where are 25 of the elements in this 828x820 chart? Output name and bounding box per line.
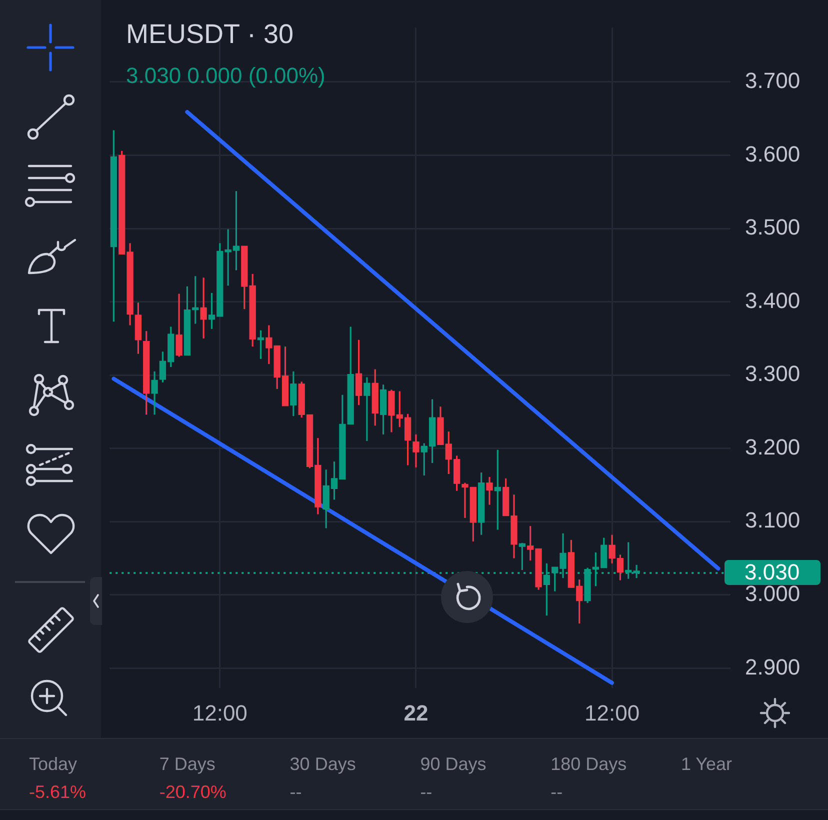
y-tick-label: 3.600	[745, 141, 800, 166]
text: 3.030 0.000 (0.00%)	[126, 63, 326, 89]
y-tick-label: 3.100	[745, 508, 800, 533]
text: 30 Days	[290, 753, 356, 775]
text: -5.61%	[29, 781, 86, 803]
y-tick-label: 3.200	[745, 434, 800, 460]
text: 90 Days	[420, 753, 486, 775]
x-tick-label: 12:00	[584, 700, 640, 726]
x-tick-label: 12:00	[192, 700, 248, 726]
y-tick-label: 3.700	[745, 68, 800, 93]
text: --	[290, 781, 303, 803]
text: 1 Year	[681, 753, 732, 775]
candlestick	[486, 476, 493, 505]
text: 7 Days	[159, 753, 216, 775]
y-tick-label: 3.500	[745, 214, 800, 240]
chart-title: MEUSDT · 30	[126, 18, 294, 50]
text: --	[550, 781, 564, 803]
text: Today	[29, 753, 78, 775]
y-tick-label: 2.900	[745, 654, 800, 680]
text: 180 Days	[550, 753, 627, 775]
text: -20.70%	[159, 781, 226, 803]
text: --	[420, 781, 434, 803]
y-tick-label: 3.400	[745, 288, 800, 313]
y-tick-label: 3.300	[745, 361, 800, 386]
x-tick-label: 22	[404, 700, 428, 726]
